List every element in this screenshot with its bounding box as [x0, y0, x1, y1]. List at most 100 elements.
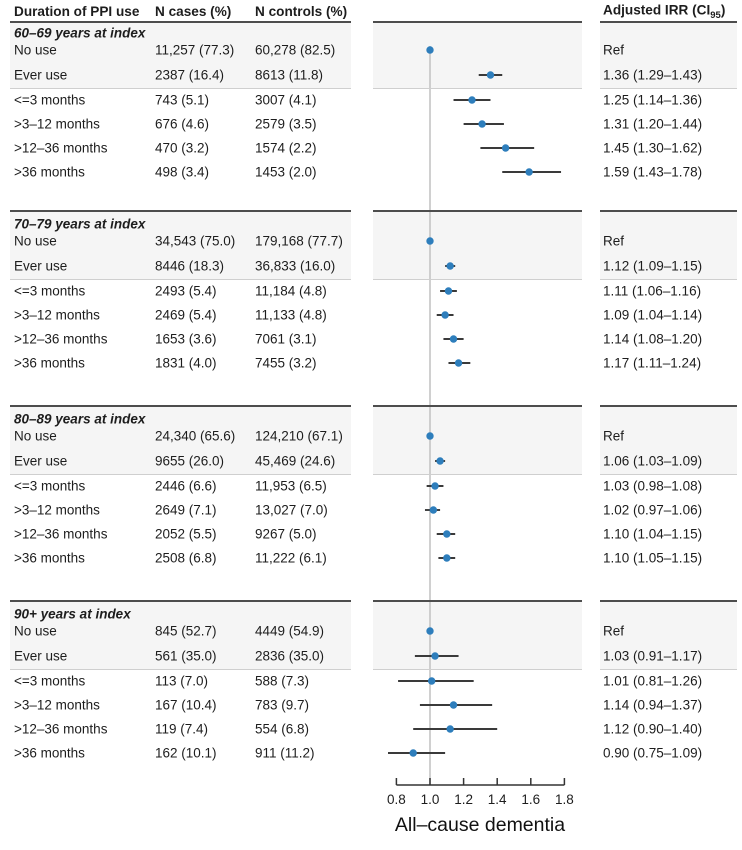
row-irr: Ref: [603, 233, 625, 249]
row-cases: 676 (4.6): [155, 116, 210, 132]
row-irr: 1.02 (0.97–1.06): [603, 502, 703, 518]
x-axis-tick-label: 1.4: [487, 792, 507, 807]
row-cases: 8446 (18.3): [155, 258, 225, 274]
point-estimate-dot: [468, 96, 476, 104]
row-cases: 2469 (5.4): [155, 307, 217, 323]
row-controls: 11,953 (6.5): [255, 478, 327, 494]
point-estimate-dot: [431, 652, 439, 660]
point-estimate-dot: [409, 749, 417, 757]
group-divider-rule: [10, 279, 351, 280]
row-irr: 1.12 (1.09–1.15): [603, 258, 703, 274]
row-label: Ever use: [14, 453, 68, 469]
point-estimate-dot: [427, 677, 436, 685]
row-irr: 1.01 (0.81–1.26): [603, 673, 703, 689]
row-cases: 2649 (7.1): [155, 502, 217, 518]
row-controls: 9267 (5.0): [255, 526, 317, 542]
row-cases: 2052 (5.5): [155, 526, 217, 542]
row-irr: 1.12 (0.90–1.40): [603, 721, 703, 737]
row-controls: 8613 (11.8): [255, 67, 324, 83]
row-irr: Ref: [603, 428, 625, 444]
irr-header-subscript: 95: [710, 10, 721, 22]
group-top-rule: [373, 210, 582, 212]
row-irr: Ref: [603, 42, 625, 58]
row-irr: 0.90 (0.75–1.09): [603, 745, 703, 761]
row-controls: 3007 (4.1): [255, 92, 317, 108]
row-cases: 1831 (4.0): [155, 355, 217, 371]
group-shade: [600, 406, 737, 474]
point-estimate-dot: [501, 144, 510, 152]
group-shade: [10, 211, 351, 279]
row-irr: Ref: [603, 623, 625, 639]
row-controls: 1574 (2.2): [255, 140, 317, 156]
group-divider-rule: [600, 669, 737, 670]
group-shade: [10, 22, 351, 88]
group-divider-rule: [373, 279, 582, 280]
group-top-rule: [600, 21, 737, 23]
row-label: >3–12 months: [14, 697, 100, 713]
row-controls: 7061 (3.1): [255, 331, 317, 347]
group-divider-rule: [600, 474, 737, 475]
row-controls: 2579 (3.5): [255, 116, 317, 132]
row-controls: 11,222 (6.1): [255, 550, 327, 566]
irr-header-close-paren: ): [720, 2, 726, 18]
row-cases: 2508 (6.8): [155, 550, 217, 566]
point-estimate-dot: [429, 506, 438, 514]
row-cases: 1653 (3.6): [155, 331, 217, 347]
group-title: 60–69 years at index: [14, 25, 146, 41]
point-estimate-dot: [443, 530, 451, 538]
row-cases: 162 (10.1): [155, 745, 217, 761]
row-label: >36 months: [14, 164, 85, 180]
row-controls: 1453 (2.0): [255, 164, 317, 180]
row-label: >12–36 months: [14, 331, 108, 347]
group-divider-rule: [600, 279, 737, 280]
row-irr: 1.10 (1.04–1.15): [603, 526, 703, 542]
group-divider-rule: [373, 669, 582, 670]
row-irr: 1.03 (0.98–1.08): [603, 478, 703, 494]
row-controls: 124,210 (67.1): [255, 428, 343, 444]
group-top-rule: [10, 210, 351, 212]
point-estimate-dot: [436, 457, 444, 465]
group-shade: [373, 211, 582, 279]
row-controls: 60,278 (82.5): [255, 42, 336, 58]
row-controls: 4449 (54.9): [255, 623, 325, 639]
row-irr: 1.11 (1.06–1.16): [603, 283, 702, 299]
point-estimate-dot: [478, 120, 486, 128]
group-top-rule: [10, 600, 351, 602]
group-top-rule: [10, 21, 351, 23]
group-top-rule: [373, 21, 582, 23]
row-irr: 1.17 (1.11–1.24): [603, 355, 702, 371]
row-cases: 2493 (5.4): [155, 283, 217, 299]
row-cases: 743 (5.1): [155, 92, 210, 108]
row-label: <=3 months: [14, 478, 86, 494]
row-controls: 36,833 (16.0): [255, 258, 336, 274]
group-shade: [10, 601, 351, 669]
row-irr: 1.45 (1.30–1.62): [603, 140, 703, 156]
row-irr: 1.03 (0.91–1.17): [603, 648, 703, 664]
point-estimate-dot: [426, 237, 434, 245]
point-estimate-dot: [444, 287, 453, 295]
row-controls: 911 (11.2): [255, 745, 315, 761]
group-divider-rule: [10, 88, 351, 89]
row-controls: 7455 (3.2): [255, 355, 317, 371]
row-cases: 11,257 (77.3): [155, 42, 235, 58]
irr-header-text: Adjusted IRR (CI: [603, 2, 711, 18]
x-axis-tick-label: 1.8: [555, 792, 574, 807]
row-irr: 1.14 (0.94–1.37): [603, 697, 703, 713]
col-cases-header: N cases (%): [155, 4, 232, 20]
group-title: 90+ years at index: [14, 606, 131, 622]
group-title: 70–79 years at index: [14, 216, 146, 232]
row-label: >36 months: [14, 355, 85, 371]
row-label: >3–12 months: [14, 116, 100, 132]
row-controls: 783 (9.7): [255, 697, 310, 713]
row-label: Ever use: [14, 648, 68, 664]
group-top-rule: [600, 600, 737, 602]
group-shade: [373, 406, 582, 474]
row-irr: 1.10 (1.05–1.15): [603, 550, 703, 566]
row-label: No use: [14, 623, 57, 639]
point-estimate-dot: [443, 554, 451, 562]
group-top-rule: [600, 210, 737, 212]
point-estimate-dot: [441, 311, 449, 319]
row-controls: 11,133 (4.8): [255, 307, 327, 323]
